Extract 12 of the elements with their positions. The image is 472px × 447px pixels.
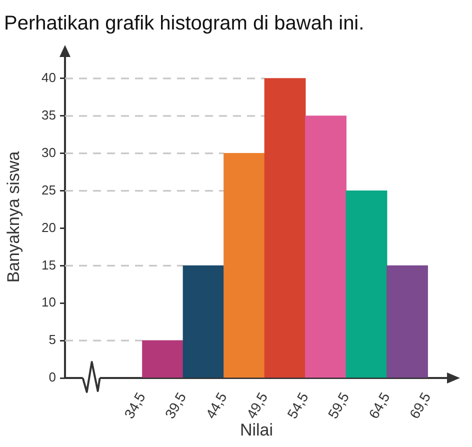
- x-axis-title: Nilai: [240, 420, 274, 440]
- y-tick-label: 20: [42, 220, 56, 235]
- y-tick-label: 30: [42, 144, 56, 160]
- y-tick-label: 35: [42, 107, 56, 122]
- y-tick-label: 10: [42, 294, 56, 310]
- y-tick-label: 0: [48, 370, 56, 385]
- y-tick-label: 25: [42, 182, 56, 198]
- y-tick-label: 40: [42, 70, 56, 86]
- y-tick-label: 15: [42, 257, 56, 272]
- y-axis-title: Banyaknya siswa: [4, 150, 23, 283]
- y-tick-label: 5: [48, 332, 56, 348]
- chart-title: Perhatikan grafik histogram di bawah ini.: [4, 12, 364, 35]
